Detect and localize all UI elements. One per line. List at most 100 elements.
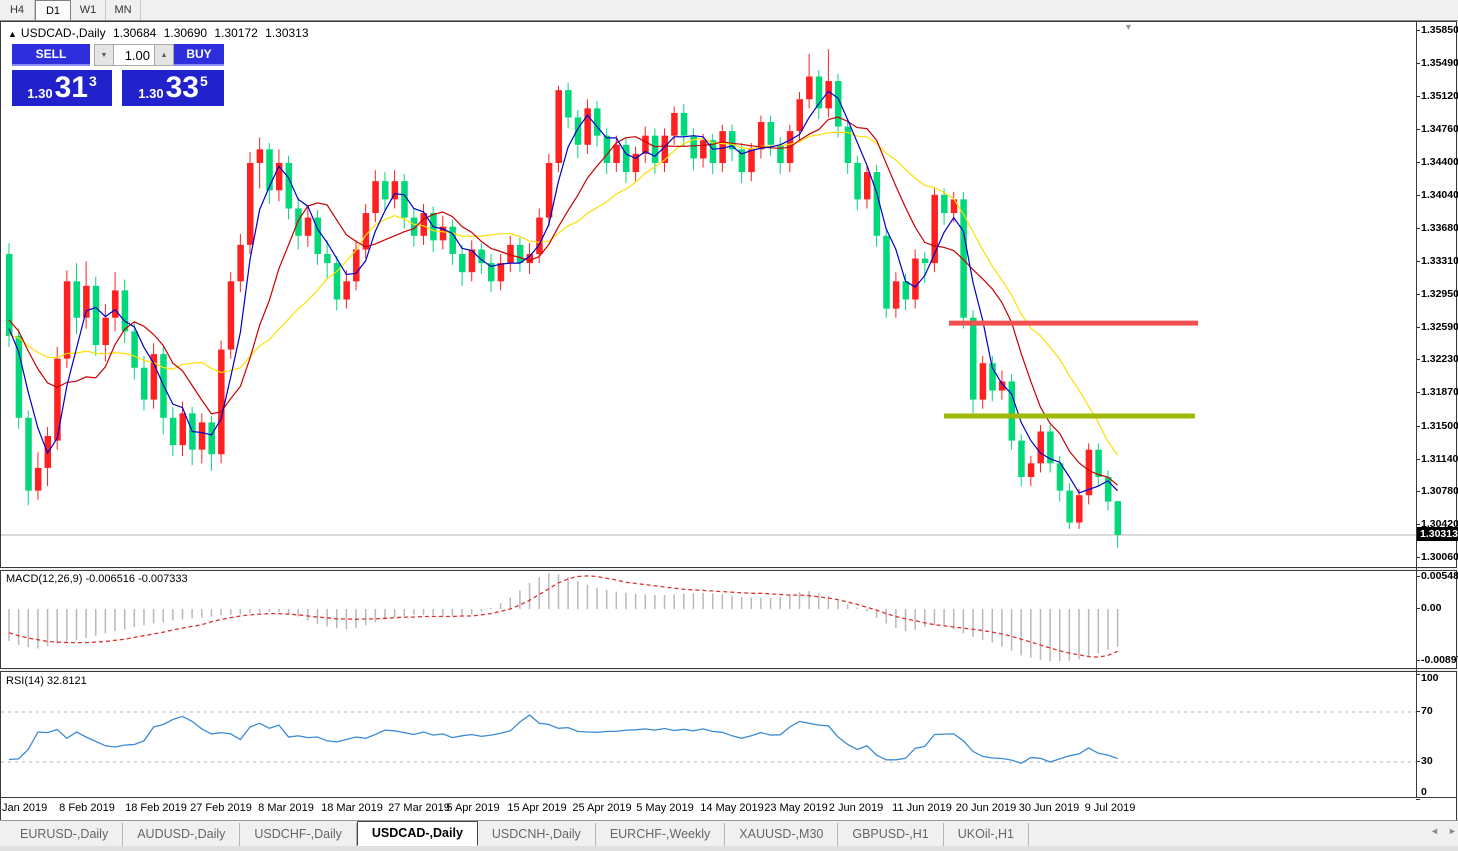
candle-body [112,290,119,318]
candle-body [54,358,61,441]
price-tick [1416,227,1420,229]
buy-price-box[interactable]: 1.30 33 5 [122,70,224,106]
symbol-tab-EURUSD[interactable]: EURUSD-,Daily [6,823,124,846]
candle-body [603,135,611,163]
date-label: 5 Apr 2019 [446,802,500,814]
date-label: 15 Apr 2019 [507,802,567,814]
price-tick-label: 1.32230 [1421,353,1458,366]
candle-body [488,263,495,282]
volume-increase-icon[interactable]: ▲ [154,44,174,66]
timeframe-tab-MN[interactable]: MN [106,0,141,20]
tab-scroll-left-icon[interactable]: ◄ [1430,826,1439,836]
sell-price-box[interactable]: 1.30 31 3 [12,70,112,106]
candle-body [1018,440,1025,477]
candle-body [950,199,958,214]
symbol-tab-USDCNH[interactable]: USDCNH-,Daily [478,823,596,846]
macd-axis-tick [1416,608,1420,609]
price-tick-label: 1.35850 [1421,24,1458,36]
candle-body [102,317,109,346]
date-label: 2 Jun 2019 [828,802,884,814]
candle-body [970,317,977,400]
candlestick-chart[interactable] [1,22,1417,567]
date-label: 30 Jun 2019 [1018,802,1080,814]
candle-body [989,363,996,391]
date-label: 20 Jun 2019 [955,802,1017,814]
candle-body [912,258,919,300]
macd-axis-tick [1416,660,1420,662]
sell-button[interactable]: SELL [12,44,90,66]
date-label: 25 Apr 2019 [572,802,632,814]
candle-body [227,281,235,350]
date-label: 27 Mar 2019 [388,802,450,814]
candle-body [777,144,784,163]
moving-average-line-16 [8,131,1119,456]
date-label: 27 Feb 2019 [190,802,252,814]
candle-body [1076,495,1083,523]
rsi-axis-label: 0 [1421,786,1427,798]
one-click-trade-panel: SELL ▼ 1.00 ▲ BUY 1.30 31 3 1.30 33 5 [12,44,224,106]
buy-price-pip: 5 [199,73,208,89]
volume-input[interactable]: 1.00 [114,44,154,66]
price-tick [1416,261,1420,263]
timeframe-tab-H4[interactable]: H4 [0,0,35,20]
candle-body [439,226,447,241]
candle-body [237,244,244,282]
symbol-tab-XAUUSD[interactable]: XAUUSD-,M30 [725,823,839,846]
candle-body [449,226,456,254]
candle-body [516,244,524,264]
price-tick-label: 1.31870 [1421,386,1458,399]
price-tick-label: 1.32950 [1421,287,1458,300]
volume-stepper: ▼ 1.00 ▲ [94,44,174,66]
macd-chart[interactable] [1,571,1417,668]
rsi-axis-label: 70 [1421,705,1433,717]
tab-scroll-right-icon[interactable]: ► [1448,826,1457,836]
candle-body [459,253,466,273]
symbol-tab-USDCAD[interactable]: USDCAD-,Daily [356,821,478,846]
buy-price-big: 33 [165,71,199,104]
candle-body [1095,449,1102,477]
candle-body [353,249,360,282]
symbol-tab-AUDUSD[interactable]: AUDUSD-,Daily [123,823,241,846]
candle-body [873,172,881,236]
candle-body [73,281,80,318]
date-label: 8 Feb 2019 [59,802,115,814]
window-bottom-edge [0,846,1458,851]
timeframe-tab-D1[interactable]: D1 [35,0,71,20]
candle-body [998,381,1006,391]
date-label: 11 Jun 2019 [892,802,952,814]
timeframe-tab-W1[interactable]: W1 [71,0,106,20]
symbol-collapse-icon[interactable]: ▲ [8,29,17,39]
price-tick [1416,62,1420,64]
buy-button[interactable]: BUY [174,44,224,66]
price-tick-label: 1.31140 [1421,452,1458,465]
price-tick-label: 1.34400 [1421,155,1458,168]
candle-body [208,422,215,455]
candle-body [729,131,736,150]
candle-body [651,135,659,163]
candle-body [247,162,254,245]
candle-body [806,76,813,100]
candle-body [1056,463,1064,491]
candle-body [314,217,321,254]
macd-signal-line [8,575,1118,658]
candle-body [642,135,649,154]
price-tick-label: 1.30780 [1421,485,1458,498]
scroll-to-end-marker-icon[interactable]: ▼ [1124,22,1133,32]
timeframe-toolbar: H4 D1 W1 MN [0,0,1458,21]
symbol-tab-UKOil[interactable]: UKOil-,H1 [944,823,1030,846]
macd-pane[interactable] [0,570,1457,669]
candle-body [468,249,476,273]
symbol-tab-USDCHF[interactable]: USDCHF-,Daily [240,823,357,846]
rsi-chart[interactable] [1,672,1417,797]
chart-header: ▲ USDCAD-,Daily 1.30684 1.30690 1.30172 1… [8,26,313,40]
candle-body [179,413,187,446]
rsi-pane[interactable] [0,671,1457,798]
main-chart-pane[interactable] [0,21,1457,568]
symbol-tab-GBPUSD[interactable]: GBPUSD-,H1 [838,823,944,846]
candle-body [372,181,379,214]
symbol-tab-EURCHF[interactable]: EURCHF-,Weekly [596,823,726,846]
candle-body [825,81,832,109]
volume-decrease-icon[interactable]: ▼ [94,44,114,66]
